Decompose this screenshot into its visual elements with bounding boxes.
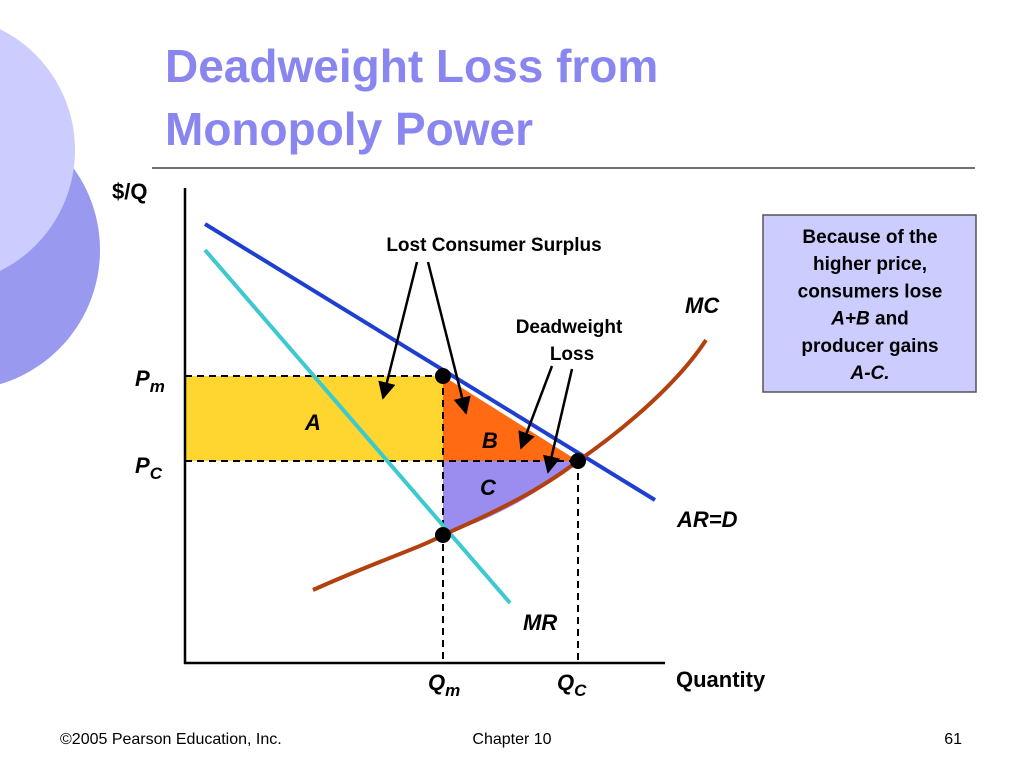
y-axis-label: $/Q	[112, 179, 147, 204]
point	[570, 453, 586, 469]
note-segment: A+B	[830, 309, 870, 330]
label-sub: m	[445, 681, 460, 700]
annotation: Loss	[550, 344, 594, 365]
note-line: producer gains	[801, 336, 938, 357]
qc-label: QC	[557, 670, 587, 700]
note-line: A-C.	[849, 363, 889, 384]
area-a	[185, 376, 443, 461]
area-label: C	[480, 475, 497, 500]
curve-label: MC	[685, 293, 720, 318]
note-segment: consumers lose	[798, 281, 943, 302]
label-main: P	[135, 453, 150, 478]
label-sub: C	[574, 681, 587, 700]
label-main: Q	[557, 670, 574, 695]
decor-circle	[0, 29, 75, 271]
arrow	[543, 368, 574, 474]
area-b	[443, 376, 578, 461]
note-segment: producer gains	[801, 336, 938, 357]
pm-label: Pm	[135, 366, 165, 396]
point	[435, 368, 451, 384]
label-sub: C	[150, 464, 163, 483]
footer-chapter: Chapter 10	[472, 731, 551, 748]
arrow	[426, 261, 471, 415]
area-c	[443, 461, 578, 535]
annotation: Deadweight	[516, 317, 623, 338]
arrow	[518, 365, 554, 450]
area-label: B	[482, 428, 498, 453]
label-main: Q	[428, 670, 445, 695]
label-sub: m	[150, 377, 165, 396]
point	[435, 527, 451, 543]
note-line: Because of the	[802, 227, 937, 248]
qm-label: Qm	[428, 670, 460, 700]
pc-label: PC	[135, 453, 163, 483]
title-line: Monopoly Power	[165, 103, 533, 155]
footer-page: 61	[944, 731, 962, 748]
note-segment: Because of the	[802, 227, 937, 248]
note-segment: A-C.	[849, 363, 889, 384]
curve-label: MR	[523, 610, 557, 635]
x-axis-label: Quantity	[676, 667, 766, 692]
footer-copyright: ©2005 Pearson Education, Inc.	[60, 731, 282, 748]
arrow	[378, 261, 419, 400]
note-text: Because of the higher price, consumers los…	[798, 227, 943, 384]
area-label: A	[304, 410, 321, 435]
note-segment: higher price,	[813, 254, 927, 275]
note-line: higher price,	[813, 254, 927, 275]
note-box	[762, 214, 977, 393]
annotation: Lost Consumer Surplus	[386, 235, 601, 256]
label-main: P	[135, 366, 150, 391]
curve-label: AR=D	[676, 507, 738, 532]
note-line: consumers lose	[798, 281, 943, 302]
note-segment: and	[870, 309, 909, 330]
note-line: A+B and	[830, 309, 909, 330]
title-line: Deadweight Loss from	[165, 40, 658, 92]
mc-curve	[312, 338, 708, 592]
mr-curve	[203, 248, 512, 605]
